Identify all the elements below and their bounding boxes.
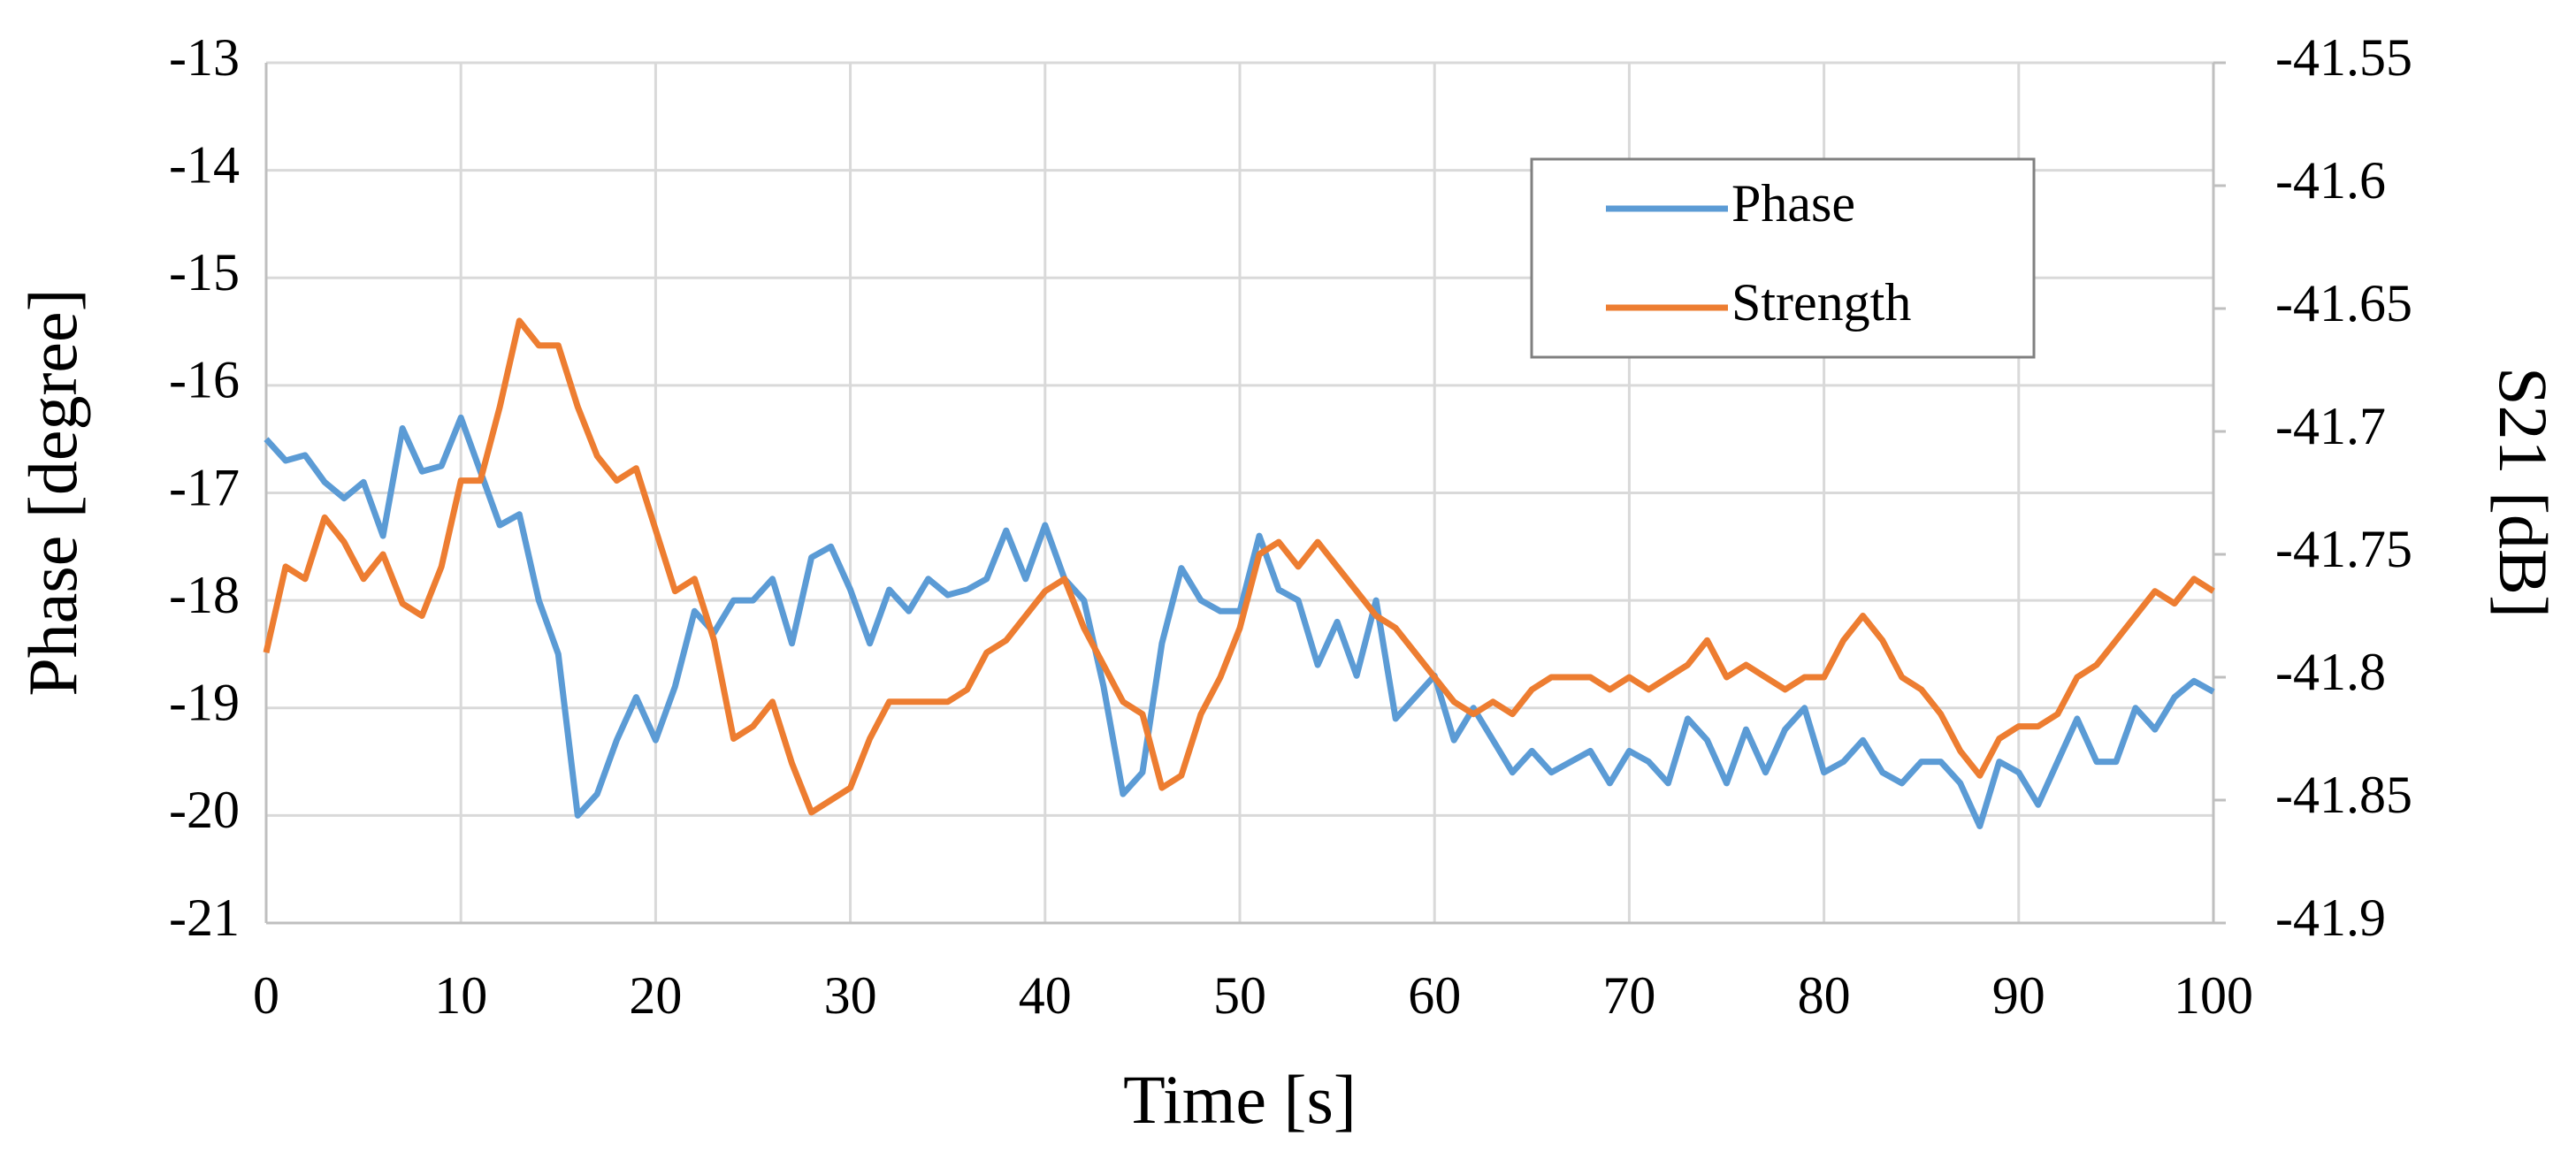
x-tick-label: 40 [1019, 966, 1072, 1025]
legend-box [1530, 157, 2036, 359]
x-tick-label: 10 [434, 966, 487, 1025]
x-tick-label: 0 [253, 966, 279, 1025]
x-tick-label: 90 [1992, 966, 2045, 1025]
x-tick-label: 30 [824, 966, 877, 1025]
y2-tick-label: -41.6 [2275, 151, 2386, 210]
y-tick-label: -13 [169, 28, 240, 87]
x-tick-label: 20 [629, 966, 682, 1025]
y-tick-label: -19 [169, 674, 240, 732]
x-tick-label: 60 [1408, 966, 1461, 1025]
y-tick-label: -16 [169, 351, 240, 409]
x-tick-label: 50 [1213, 966, 1266, 1025]
y2-tick-label: -41.55 [2275, 28, 2412, 87]
y-axis-label: Phase [degree] [14, 288, 91, 696]
x-tick-label: 70 [1602, 966, 1655, 1025]
y-tick-label: -21 [169, 889, 240, 947]
data-line [263, 317, 2215, 816]
y2-tick-label: -41.9 [2275, 889, 2386, 947]
data-line [264, 414, 2215, 829]
y2-tick-label: -41.65 [2275, 274, 2412, 332]
y2-tick-label: -41.85 [2275, 766, 2412, 824]
y-tick-label: -17 [169, 458, 240, 516]
y2-tick-label: -41.75 [2275, 520, 2412, 578]
x-axis-label: Time [s] [1123, 1061, 1357, 1138]
y-tick-label: -18 [169, 566, 240, 624]
legend-label: Phase [1731, 174, 1855, 233]
y2-tick-label: -41.8 [2275, 643, 2386, 701]
y-tick-label: -14 [169, 135, 240, 194]
y2-tick-label: -41.7 [2275, 397, 2386, 455]
legend-label: Strength [1731, 273, 1911, 332]
x-tick-label: 80 [1798, 966, 1851, 1025]
y2-axis-label: S21 [dB] [2485, 367, 2562, 618]
x-tick-label: 100 [2174, 966, 2253, 1025]
y-tick-label: -15 [169, 243, 240, 301]
y-tick-label: -20 [169, 781, 240, 839]
